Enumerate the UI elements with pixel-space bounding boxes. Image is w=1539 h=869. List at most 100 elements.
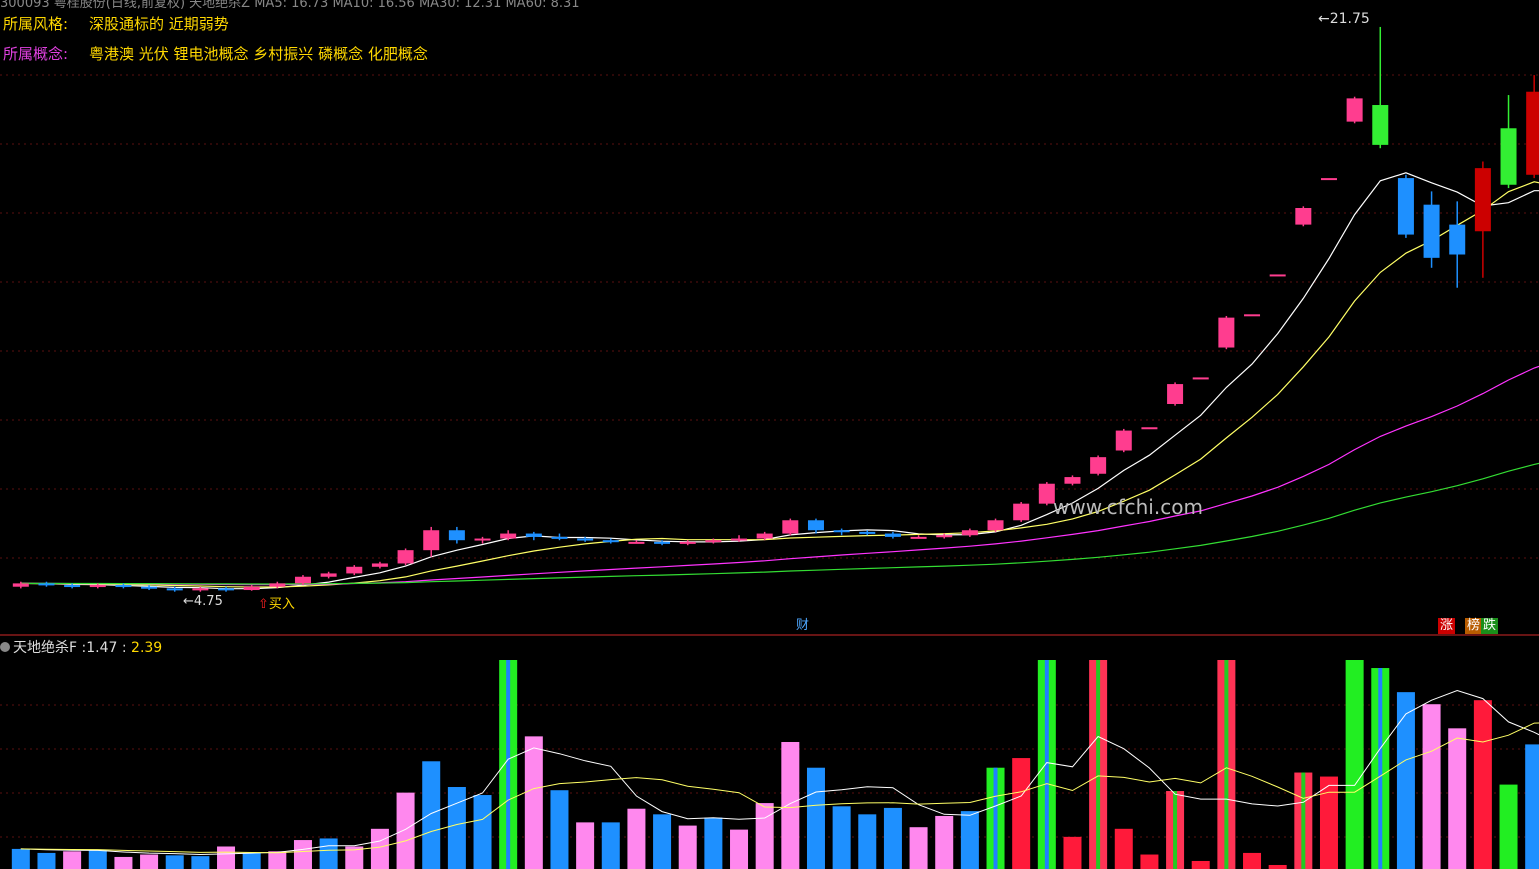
candle-body: [371, 563, 388, 567]
volume-bar: [1012, 758, 1031, 869]
volume-bar: [704, 817, 723, 869]
volume-bar: [1422, 704, 1441, 869]
candle-body: [705, 540, 722, 543]
volume-bar: [11, 848, 30, 869]
volume-bar: [422, 761, 441, 869]
candle-body: [1192, 377, 1209, 380]
volume-bar: [935, 815, 954, 869]
volume-bar-stripe: [1173, 791, 1178, 869]
candle-body: [1423, 204, 1440, 258]
buy-signal-label: 买入: [268, 597, 295, 612]
style-value: 深股通标的 近期弱势: [89, 15, 229, 33]
volume-bar: [524, 736, 543, 869]
rise-badge[interactable]: 涨: [1438, 618, 1456, 634]
candle-body: [243, 586, 260, 591]
volume-bar: [730, 829, 749, 869]
candle-body: [859, 531, 876, 534]
volume-averages: [20, 689, 1539, 856]
style-label: 所属风格:: [3, 15, 69, 33]
volume-bar: [268, 851, 287, 869]
candle-body: [1397, 178, 1414, 235]
volume-bar: [858, 814, 877, 869]
volume-bar: [1448, 728, 1467, 869]
candle-body: [115, 585, 132, 588]
buy-arrow-icon: ⇧: [258, 597, 269, 612]
candle-body: [294, 576, 311, 584]
candle-body: [1526, 91, 1539, 175]
candle-body: [192, 588, 209, 591]
volume-bars: [11, 660, 1539, 869]
volume-bar-stripe: [1301, 772, 1306, 869]
volume-bar: [37, 852, 56, 869]
candle-body: [1013, 503, 1030, 521]
candle-body: [833, 530, 850, 533]
candle-body: [807, 520, 824, 531]
volume-ma-10: [20, 722, 1539, 854]
candle-body: [731, 538, 748, 541]
indicator-toggle-icon[interactable]: [0, 642, 10, 652]
volume-bar: [806, 767, 825, 869]
candle-body: [1244, 314, 1261, 317]
candle-body: [1115, 430, 1132, 451]
finance-badge[interactable]: 财: [796, 618, 810, 633]
fall-badge[interactable]: 跌: [1481, 618, 1499, 634]
candle-body: [500, 533, 517, 539]
candle-body: [525, 533, 542, 537]
rank-badge[interactable]: 榜: [1465, 618, 1483, 634]
candle-body: [218, 588, 235, 591]
volume-bar: [396, 792, 415, 869]
volume-bar: [217, 846, 236, 869]
volume-bar: [1063, 836, 1082, 869]
candle-body: [89, 585, 106, 588]
candle-body: [1090, 457, 1107, 474]
volume-bar-stripe: [1044, 660, 1049, 869]
volume-bar: [1525, 744, 1539, 869]
candle-body: [551, 536, 568, 539]
candle-body: [1064, 477, 1081, 484]
candle-body: [269, 583, 286, 587]
candle-body: [1141, 427, 1158, 430]
candle-body: [1167, 384, 1184, 404]
candle-body: [1346, 98, 1363, 122]
volume-bar: [165, 855, 184, 869]
chart-header: 300093 粤桂股份(日线,前复权) 天地绝杀Z MA5: 16.73 MA1…: [0, 0, 580, 11]
buy-signal: ⇧买入: [258, 593, 295, 612]
candle-body: [1269, 274, 1286, 277]
volume-bar: [1499, 784, 1518, 869]
volume-bar: [114, 856, 133, 869]
candle-body: [423, 530, 440, 551]
volume-bar: [1319, 776, 1338, 869]
candle-body: [474, 538, 491, 541]
volume-bar: [447, 787, 466, 869]
volume-bar: [1268, 864, 1287, 869]
candle-body: [628, 541, 645, 544]
indicator-value-2: 2.39: [131, 640, 163, 656]
volume-bar: [1140, 854, 1159, 869]
candle-body: [1474, 168, 1491, 232]
volume-bar: [1191, 860, 1210, 869]
indicator-title: 天地绝杀F :1.47 : 2.39: [0, 637, 162, 657]
candle-body: [884, 533, 901, 537]
volume-bar-stripe: [506, 660, 511, 869]
volume-bar: [191, 856, 210, 869]
candle-body: [987, 520, 1004, 531]
volume-bar: [63, 851, 82, 869]
volume-bar: [755, 803, 774, 869]
indicator-value-1: 1.47: [86, 640, 118, 656]
candle-body: [679, 541, 696, 544]
volume-bar: [370, 828, 389, 869]
candle-body: [1038, 483, 1055, 504]
moving-averages: [20, 172, 1539, 590]
volume-bar: [88, 849, 107, 869]
volume-bar: [1243, 852, 1262, 869]
indicator-name: 天地绝杀F: [13, 640, 78, 656]
volume-bar: [678, 825, 697, 869]
volume-bar-stripe: [1378, 668, 1383, 869]
volume-bar: [1345, 660, 1364, 869]
candle-body: [654, 541, 671, 544]
volume-bar-stripe: [1096, 660, 1101, 869]
volume-bar: [909, 827, 928, 869]
ma-line-ma10: [20, 181, 1539, 588]
volume-bar: [345, 846, 364, 869]
